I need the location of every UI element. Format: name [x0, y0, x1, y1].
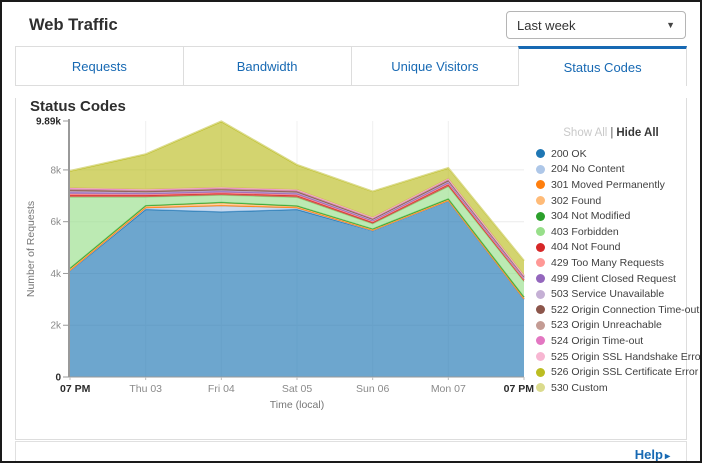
legend-dot-icon [536, 211, 545, 221]
svg-text:2k: 2k [50, 321, 62, 332]
legend-dot-icon [536, 180, 545, 190]
chevron-down-icon: ▼ [666, 20, 675, 30]
svg-text:Sun 06: Sun 06 [356, 383, 389, 395]
legend-label: 525 Origin SSL Handshake Error [551, 350, 702, 363]
legend-item-3[interactable]: 302 Found [536, 193, 686, 209]
svg-text:8k: 8k [50, 165, 62, 176]
legend-dot-icon [536, 305, 545, 315]
header: Web Traffic Last week ▼ [2, 2, 700, 44]
chart-legend: Show All | Hide All 200 OK 204 No Content 30… [536, 115, 700, 415]
legend-header: Show All | Hide All [536, 127, 686, 139]
legend-dot-icon [536, 258, 545, 268]
legend-item-5[interactable]: 403 Forbidden [536, 224, 686, 240]
footer: Help ▸ [15, 441, 687, 462]
legend-item-2[interactable]: 301 Moved Permanently [536, 177, 686, 193]
tab-unique-visitors[interactable]: Unique Visitors [350, 46, 520, 86]
legend-label: 404 Not Found [551, 241, 621, 254]
legend-dot-icon [536, 352, 545, 362]
legend-item-0[interactable]: 200 OK [536, 146, 686, 162]
legend-dot-icon [536, 383, 545, 393]
legend-item-4[interactable]: 304 Not Modified [536, 208, 686, 224]
legend-label: 522 Origin Connection Time-out [551, 303, 700, 316]
svg-text:Sat 05: Sat 05 [282, 383, 313, 395]
svg-text:Mon 07: Mon 07 [431, 383, 466, 395]
help-arrow-icon: ▸ [664, 450, 670, 462]
tab-bandwidth[interactable]: Bandwidth [182, 46, 352, 86]
legend-label: 429 Too Many Requests [551, 256, 665, 269]
chart-row: 0 2k 4k 6k 8k 9.89k 07 PM Thu 03 Fri 04 Sat 05 Sun… [16, 115, 700, 415]
legend-label: 200 OK [551, 147, 587, 160]
legend-dot-icon [536, 289, 545, 299]
legend-dot-icon [536, 274, 545, 284]
show-all-link[interactable]: Show All [563, 127, 608, 139]
legend-item-9[interactable]: 503 Service Unavailable [536, 286, 686, 302]
legend-item-7[interactable]: 429 Too Many Requests [536, 255, 686, 271]
page-title: Web Traffic [29, 15, 118, 34]
legend-item-14[interactable]: 526 Origin SSL Certificate Error [536, 364, 698, 380]
svg-text:07 PM: 07 PM [504, 383, 535, 395]
legend-dot-icon [536, 336, 545, 346]
legend-item-1[interactable]: 204 No Content [536, 162, 686, 178]
svg-text:Thu 03: Thu 03 [129, 383, 162, 395]
legend-dot-icon [536, 164, 545, 174]
legend-label: 524 Origin Time-out [551, 334, 644, 347]
svg-text:6k: 6k [50, 217, 62, 228]
legend-item-6[interactable]: 404 Not Found [536, 240, 686, 256]
svg-text:07 PM: 07 PM [60, 383, 91, 395]
hide-all-link[interactable]: Hide All [616, 127, 659, 139]
legend-items: 200 OK 204 No Content 301 Moved Permanentl… [536, 146, 700, 396]
legend-separator: | [610, 127, 614, 139]
time-range-value: Last week [517, 17, 576, 33]
svg-text:Fri 04: Fri 04 [208, 383, 235, 395]
legend-label: 523 Origin Unreachable [551, 319, 662, 332]
legend-label: 526 Origin SSL Certificate Error [551, 366, 699, 379]
legend-label: 204 No Content [551, 163, 625, 176]
legend-dot-icon [536, 149, 545, 159]
time-range-select[interactable]: Last week ▼ [506, 11, 686, 39]
help-link[interactable]: Help ▸ [634, 446, 670, 462]
status-codes-chart[interactable]: 0 2k 4k 6k 8k 9.89k 07 PM Thu 03 Fri 04 Sat 05 Sun… [22, 115, 536, 415]
svg-text:4k: 4k [50, 269, 62, 280]
legend-label: 503 Service Unavailable [551, 288, 665, 301]
x-axis-label: Time (local) [270, 399, 324, 411]
legend-dot-icon [536, 227, 545, 237]
legend-dot-icon [536, 196, 545, 206]
legend-item-10[interactable]: 522 Origin Connection Time-out [536, 302, 699, 318]
legend-label: 302 Found [551, 194, 602, 207]
legend-dot-icon [536, 367, 545, 377]
legend-item-15[interactable]: 530 Custom [536, 380, 686, 396]
status-codes-panel: Status Codes 0 2k 4k 6k 8k 9.89k 07 PM Thu 03 Fr… [15, 98, 700, 440]
legend-item-11[interactable]: 523 Origin Unreachable [536, 318, 686, 334]
legend-item-13[interactable]: 525 Origin SSL Handshake Error [536, 349, 700, 365]
svg-text:0: 0 [55, 373, 61, 384]
legend-dot-icon [536, 320, 545, 330]
svg-text:9.89k: 9.89k [36, 117, 61, 128]
legend-label: 499 Client Closed Request [551, 272, 676, 285]
tab-requests[interactable]: Requests [15, 46, 184, 86]
chart-title: Status Codes [30, 98, 126, 115]
tab-bar: Requests Bandwidth Unique Visitors Statu… [15, 46, 687, 86]
legend-item-12[interactable]: 524 Origin Time-out [536, 333, 686, 349]
legend-label: 530 Custom [551, 381, 608, 394]
legend-label: 403 Forbidden [551, 225, 619, 238]
y-axis-label: Number of Requests [25, 201, 37, 297]
legend-dot-icon [536, 242, 545, 252]
tab-status-codes[interactable]: Status Codes [518, 46, 687, 86]
legend-label: 304 Not Modified [551, 210, 631, 223]
legend-label: 301 Moved Permanently [551, 178, 665, 191]
legend-item-8[interactable]: 499 Client Closed Request [536, 271, 686, 287]
